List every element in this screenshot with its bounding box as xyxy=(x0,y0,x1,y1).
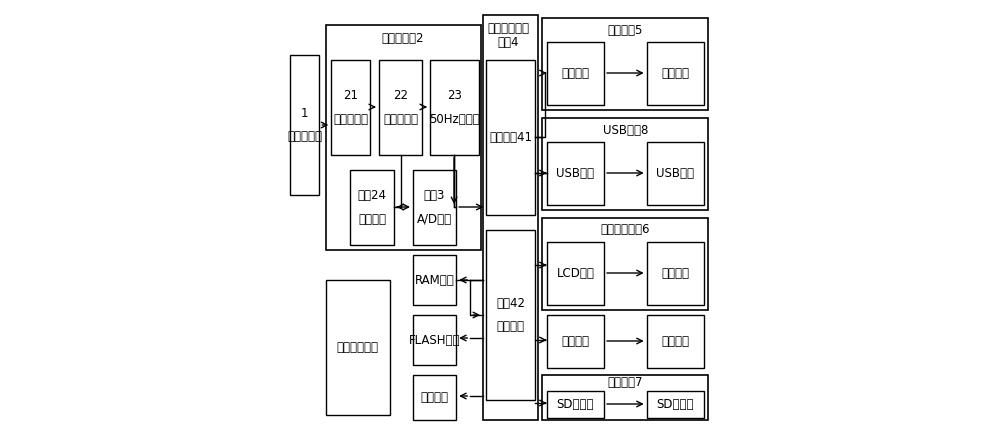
Text: 单元42: 单元42 xyxy=(496,297,525,310)
Text: USB单元8: USB单元8 xyxy=(603,124,648,136)
Text: 主控单元41: 主控单元41 xyxy=(489,131,532,144)
Bar xyxy=(379,60,422,155)
Text: 电路24: 电路24 xyxy=(358,189,387,202)
Text: 放大隔离: 放大隔离 xyxy=(358,212,386,226)
Text: 单元3: 单元3 xyxy=(424,189,445,202)
Bar xyxy=(486,230,535,400)
Text: SD卡接口: SD卡接口 xyxy=(657,398,694,411)
Bar xyxy=(547,242,604,305)
Bar xyxy=(647,315,704,368)
Bar xyxy=(647,142,704,205)
Bar xyxy=(413,255,456,305)
Bar xyxy=(331,60,370,155)
Text: 50Hz陷波器: 50Hz陷波器 xyxy=(429,113,480,126)
Text: A/D转换: A/D转换 xyxy=(417,212,452,226)
Text: 带通滤波器: 带通滤波器 xyxy=(383,113,418,126)
Bar xyxy=(542,18,708,110)
Bar xyxy=(413,375,456,420)
Text: 21: 21 xyxy=(343,89,358,102)
Text: 电源管理系统: 电源管理系统 xyxy=(337,341,379,354)
Text: 显示控制单元6: 显示控制单元6 xyxy=(601,224,650,236)
Text: 算法分析: 算法分析 xyxy=(497,320,525,333)
Text: 22: 22 xyxy=(393,89,408,102)
Bar xyxy=(350,170,394,245)
Text: 输出接口: 输出接口 xyxy=(661,67,689,80)
Text: 显示接口: 显示接口 xyxy=(661,267,689,280)
Text: 存储单元7: 存储单元7 xyxy=(608,377,643,389)
Bar xyxy=(547,142,604,205)
Text: 预处理装置2: 预处理装置2 xyxy=(381,31,424,45)
Text: 装置4: 装置4 xyxy=(498,37,519,49)
Bar xyxy=(547,315,604,368)
Text: 电极传感器: 电极传感器 xyxy=(287,130,322,143)
Text: USB控制: USB控制 xyxy=(556,167,594,180)
Text: 23: 23 xyxy=(447,89,462,102)
Text: 系统时钟: 系统时钟 xyxy=(421,391,449,404)
Bar xyxy=(647,42,704,105)
Text: LCD控制: LCD控制 xyxy=(556,267,594,280)
Bar xyxy=(647,242,704,305)
Bar xyxy=(326,25,481,250)
Bar xyxy=(326,280,390,415)
Bar xyxy=(290,55,319,195)
Bar xyxy=(430,60,479,155)
Text: SD卡控制: SD卡控制 xyxy=(557,398,594,411)
Text: 逻辑控制: 逻辑控制 xyxy=(561,67,589,80)
Text: 音频接口: 音频接口 xyxy=(661,335,689,348)
Bar xyxy=(547,42,604,105)
Bar xyxy=(413,315,456,365)
Text: FLASH接口: FLASH接口 xyxy=(409,334,460,346)
Text: 输出单元5: 输出单元5 xyxy=(608,23,643,37)
Text: 1: 1 xyxy=(301,107,308,120)
Bar xyxy=(413,170,456,245)
Text: 前置放大器: 前置放大器 xyxy=(333,113,368,126)
Bar xyxy=(542,118,708,210)
Bar xyxy=(542,218,708,310)
Text: RAM接口: RAM接口 xyxy=(415,274,454,286)
Bar xyxy=(486,60,535,215)
Bar xyxy=(647,391,704,418)
Text: USB接口: USB接口 xyxy=(656,167,694,180)
Bar xyxy=(547,391,604,418)
Bar xyxy=(483,15,538,420)
Text: 音频控制: 音频控制 xyxy=(561,335,589,348)
Text: 数字信号处理: 数字信号处理 xyxy=(487,22,530,34)
Bar xyxy=(542,375,708,420)
